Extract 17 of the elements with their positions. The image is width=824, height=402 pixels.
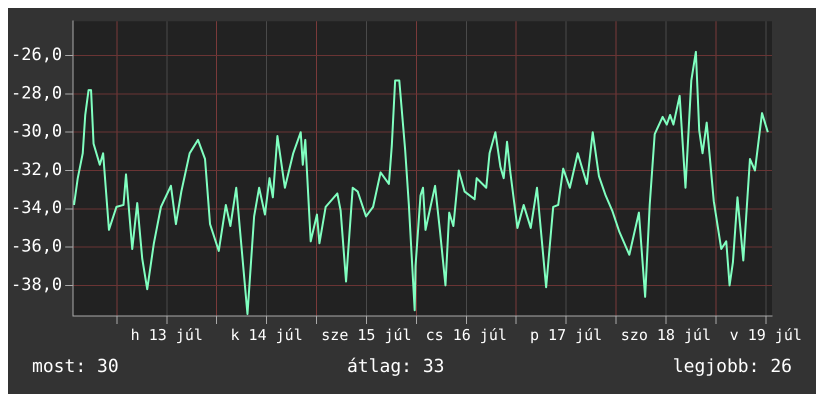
y-tick-label: -30,0 xyxy=(10,122,62,142)
x-tick-label: sze 15 júl xyxy=(321,326,412,344)
text: átlag: 33 xyxy=(346,356,445,377)
y-tick-label: -32,0 xyxy=(10,160,62,180)
x-tick-label: szo 18 júl xyxy=(620,326,712,344)
x-tick-label: p 17 júl xyxy=(530,326,602,344)
y-tick-label: -28,0 xyxy=(10,83,62,104)
x-tick-label: h 13 júl xyxy=(130,326,203,344)
y-tick-label: -38,0 xyxy=(10,274,62,295)
x-tick-label: k 14 júl xyxy=(230,326,303,344)
y-tick-label: -34,0 xyxy=(10,198,62,218)
y-tick-label: -36,0 xyxy=(10,236,62,257)
x-tick-label: cs 16 júl xyxy=(426,326,507,344)
x-tick-label: v 19 júl xyxy=(730,326,802,344)
y-tick-label: -26,0 xyxy=(10,45,62,66)
text: legjobb: 26 xyxy=(672,356,792,377)
text: most: 30 xyxy=(32,356,119,377)
